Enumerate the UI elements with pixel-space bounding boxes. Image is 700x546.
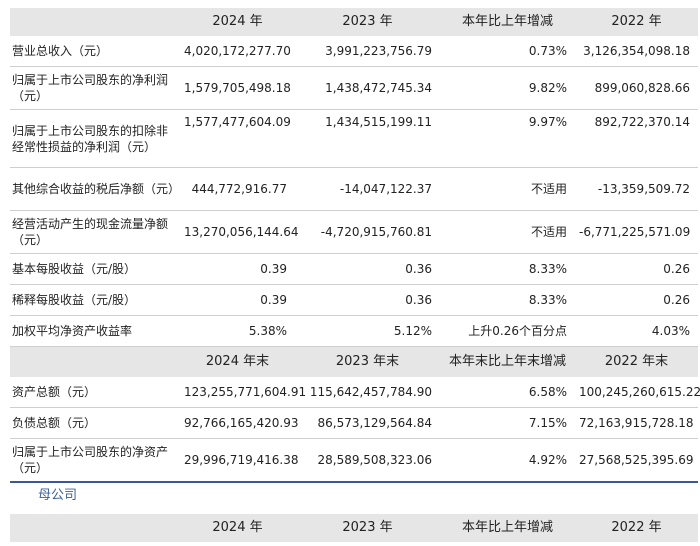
table-row: 归属于上市公司股东的净利润（元） 1,579,705,498.18 1,438,… bbox=[10, 66, 698, 110]
value-2022: -13,359,509.72 bbox=[575, 167, 698, 211]
value-2024: 123,255,771,604.91 bbox=[180, 376, 306, 408]
header-cell-2024-end: 2024 年末 bbox=[180, 346, 295, 377]
value-2023: 115,642,457,784.90 bbox=[295, 376, 440, 408]
value-2023: 1,434,515,199.11 bbox=[295, 109, 440, 168]
row-label: 负债总额（元） bbox=[10, 407, 180, 439]
consolidated-financials-table: 2024 年 2023 年 本年比上年增减 2022 年 营业总收入（元） 4,… bbox=[10, 8, 700, 483]
value-2024: 4,020,172,277.70 bbox=[180, 36, 295, 67]
row-label: 经营活动产生的现金流量净额（元） bbox=[10, 210, 180, 254]
value-change: 8.33% bbox=[440, 253, 575, 285]
value-change: 上升0.26个百分点 bbox=[440, 315, 575, 347]
value-change: 不适用 bbox=[440, 210, 575, 254]
table-row: 归属于上市公司股东的净资产（元） 29,996,719,416.38 28,58… bbox=[10, 438, 698, 483]
value-2024: 13,270,056,144.64 bbox=[180, 210, 299, 254]
value-2024: 444,772,916.77 bbox=[180, 167, 295, 211]
header-cell-label bbox=[10, 514, 180, 542]
value-2022: 899,060,828.66 bbox=[575, 66, 698, 110]
header-cell-change-end: 本年末比上年末增减 bbox=[440, 346, 575, 377]
header-cell-2023: 2023 年 bbox=[295, 8, 440, 36]
value-2022: 100,245,260,615.22 bbox=[575, 376, 700, 408]
row-label: 归属于上市公司股东的净资产（元） bbox=[10, 438, 180, 483]
header-cell-2024: 2024 年 bbox=[180, 514, 295, 542]
table-row: 资产总额（元） 123,255,771,604.91 115,642,457,7… bbox=[10, 376, 700, 408]
table-row: 归属于上市公司股东的扣除非经常性损益的净利润（元） 1,577,477,604.… bbox=[10, 109, 698, 168]
row-label: 基本每股收益（元/股） bbox=[10, 253, 180, 285]
value-2023: -14,047,122.37 bbox=[295, 167, 440, 211]
table-header-row: 2024 年 2023 年 本年比上年增减 2022 年 bbox=[10, 8, 698, 36]
value-change: 0.73% bbox=[440, 36, 575, 67]
table-row: 经营活动产生的现金流量净额（元） 13,270,056,144.64 -4,72… bbox=[10, 210, 698, 254]
header-cell-2024: 2024 年 bbox=[180, 8, 295, 36]
table-row: 营业总收入（元） 4,020,172,277.70 3,991,223,756.… bbox=[10, 36, 698, 67]
row-label: 归属于上市公司股东的净利润（元） bbox=[10, 66, 180, 110]
header-cell-2023-end: 2023 年末 bbox=[295, 346, 440, 377]
value-2023: 28,589,508,323.06 bbox=[295, 438, 440, 483]
value-2024: 1,579,705,498.18 bbox=[180, 66, 295, 110]
value-change: 8.33% bbox=[440, 284, 575, 316]
header-cell-2022: 2022 年 bbox=[575, 514, 698, 542]
value-2023: -4,720,915,760.81 bbox=[295, 210, 440, 254]
value-change: 4.92% bbox=[440, 438, 575, 483]
value-2024: 5.38% bbox=[180, 315, 295, 347]
section-title-parent-company: 母公司 bbox=[38, 488, 78, 503]
header-cell-2022: 2022 年 bbox=[575, 8, 698, 36]
table-header-row-year-end: 2024 年末 2023 年末 本年末比上年末增减 2022 年末 bbox=[10, 346, 698, 377]
value-2022: 27,568,525,395.69 bbox=[575, 438, 698, 483]
header-cell-change: 本年比上年增减 bbox=[440, 514, 575, 542]
row-label: 其他综合收益的税后净额（元） bbox=[10, 167, 180, 211]
table-header-row: 2024 年 2023 年 本年比上年增减 2022 年 bbox=[10, 514, 698, 542]
table-row: 稀释每股收益（元/股） 0.39 0.36 8.33% 0.26 bbox=[10, 284, 698, 316]
table-row: 负债总额（元） 92,766,165,420.93 86,573,129,564… bbox=[10, 407, 698, 439]
value-2022: 0.26 bbox=[575, 284, 698, 316]
value-change: 6.58% bbox=[440, 376, 575, 408]
value-2024: 1,577,477,604.09 bbox=[180, 109, 295, 168]
value-2023: 86,573,129,564.84 bbox=[295, 407, 440, 439]
value-change: 9.82% bbox=[440, 66, 575, 110]
value-2023: 0.36 bbox=[295, 284, 440, 316]
value-change: 不适用 bbox=[440, 167, 575, 211]
table-row: 基本每股收益（元/股） 0.39 0.36 8.33% 0.26 bbox=[10, 253, 698, 285]
row-label: 资产总额（元） bbox=[10, 376, 180, 408]
header-cell-label bbox=[10, 346, 180, 377]
header-cell-label bbox=[10, 8, 180, 36]
value-2024: 92,766,165,420.93 bbox=[180, 407, 299, 439]
value-2023: 1,438,472,745.34 bbox=[295, 66, 440, 110]
header-cell-change: 本年比上年增减 bbox=[440, 8, 575, 36]
row-label: 营业总收入（元） bbox=[10, 36, 180, 67]
value-change: 9.97% bbox=[440, 109, 575, 168]
row-label: 加权平均净资产收益率 bbox=[10, 315, 180, 347]
value-2022: 892,722,370.14 bbox=[575, 109, 698, 168]
value-2024: 29,996,719,416.38 bbox=[180, 438, 299, 483]
value-2022: 3,126,354,098.18 bbox=[575, 36, 698, 67]
row-label: 归属于上市公司股东的扣除非经常性损益的净利润（元） bbox=[10, 109, 180, 168]
row-label: 稀释每股收益（元/股） bbox=[10, 284, 180, 316]
value-2022: -6,771,225,571.09 bbox=[575, 210, 698, 254]
value-2022: 0.26 bbox=[575, 253, 698, 285]
value-2024: 0.39 bbox=[180, 253, 295, 285]
value-2023: 5.12% bbox=[295, 315, 440, 347]
parent-company-table: 2024 年 2023 年 本年比上年增减 2022 年 bbox=[10, 514, 698, 542]
header-cell-2023: 2023 年 bbox=[295, 514, 440, 542]
table-row: 加权平均净资产收益率 5.38% 5.12% 上升0.26个百分点 4.03% bbox=[10, 315, 698, 347]
value-2022: 72,163,915,728.18 bbox=[575, 407, 698, 439]
value-change: 7.15% bbox=[440, 407, 575, 439]
consolidated-table-wrapper: 2024 年 2023 年 本年比上年增减 2022 年 营业总收入（元） 4,… bbox=[10, 8, 700, 483]
table-row: 其他综合收益的税后净额（元） 444,772,916.77 -14,047,12… bbox=[10, 167, 698, 211]
value-2024: 0.39 bbox=[180, 284, 295, 316]
value-2023: 3,991,223,756.79 bbox=[295, 36, 440, 67]
value-2023: 0.36 bbox=[295, 253, 440, 285]
value-2022: 4.03% bbox=[575, 315, 698, 347]
parent-company-table-wrapper: 2024 年 2023 年 本年比上年增减 2022 年 bbox=[10, 514, 698, 542]
header-cell-2022-end: 2022 年末 bbox=[575, 346, 698, 377]
